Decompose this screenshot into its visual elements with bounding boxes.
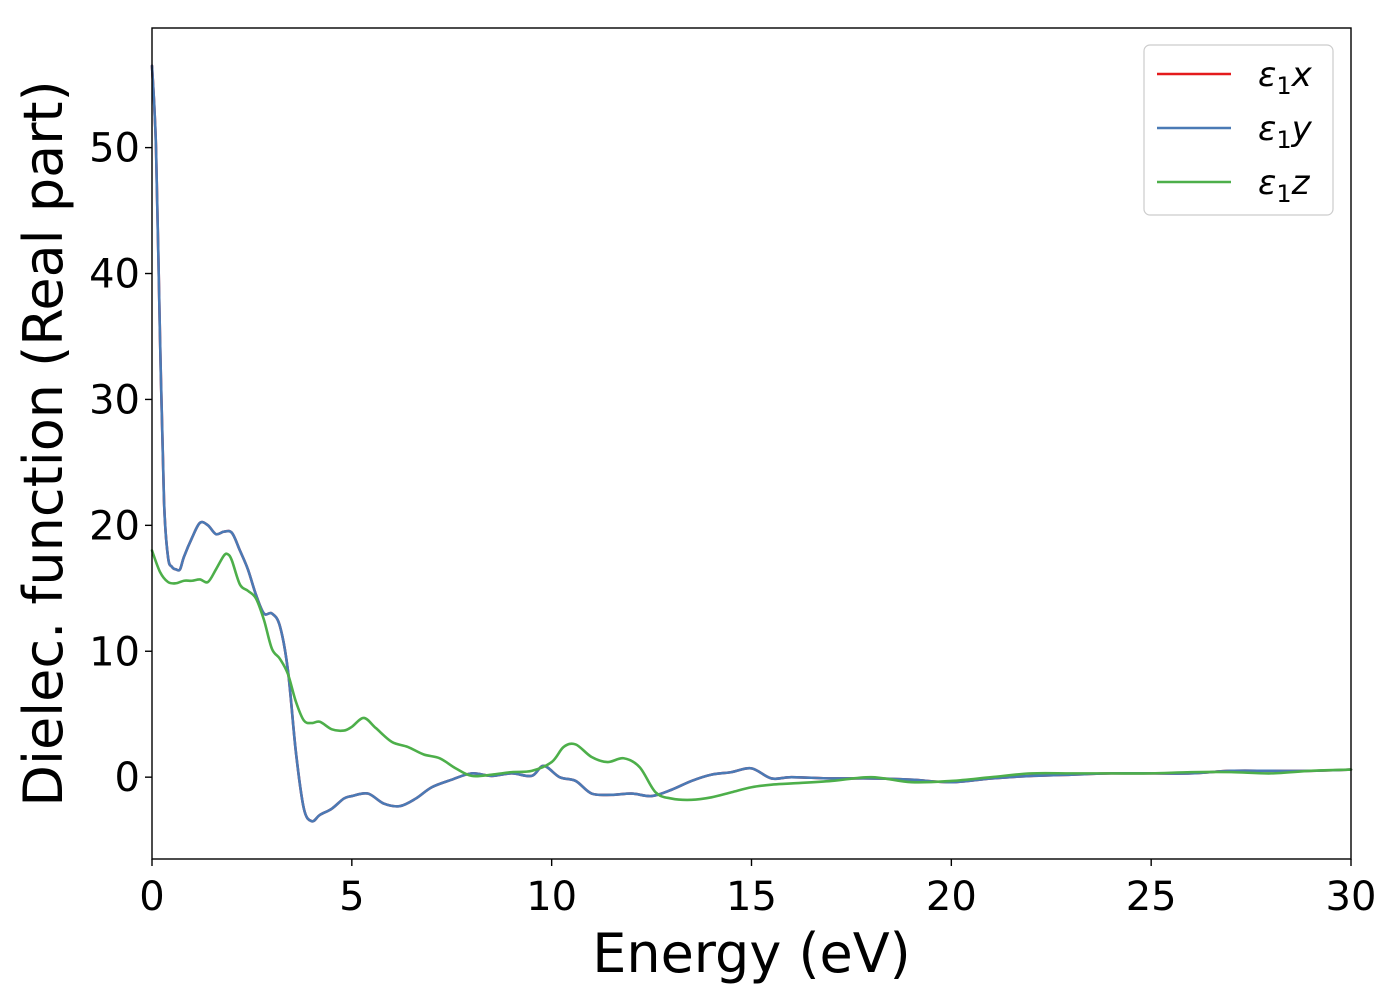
legend-label-y: ε1y	[1258, 109, 1313, 154]
legend: ε1x ε1y ε1z	[1143, 44, 1334, 216]
x-axis-ticks: 0 5 10 15 20 25 30	[139, 859, 1376, 920]
legend-label-z: ε1z	[1258, 163, 1311, 208]
x-axis-label: Energy (eV)	[592, 922, 911, 985]
legend-label-x: ε1x	[1258, 55, 1313, 100]
legend-entries: ε1x ε1y ε1z	[1157, 55, 1313, 208]
y-tick-label: 0	[115, 755, 140, 801]
x-tick-label: 5	[339, 874, 364, 920]
series-layer	[150, 64, 1353, 823]
series-line-z	[150, 549, 1353, 802]
y-axis-ticks: 0 10 20 30 40 50	[89, 126, 152, 801]
x-tick-label: 15	[726, 874, 777, 920]
x-tick-label: 25	[1126, 874, 1177, 920]
y-tick-label: 30	[89, 377, 140, 423]
y-tick-label: 20	[89, 503, 140, 549]
series-line-y	[150, 64, 1353, 823]
x-tick-label: 10	[526, 874, 577, 920]
x-tick-label: 30	[1326, 874, 1377, 920]
x-tick-label: 0	[139, 874, 164, 920]
y-axis-label: Dielec. function (Real part)	[12, 80, 75, 806]
x-tick-label: 20	[926, 874, 977, 920]
legend-box	[1143, 44, 1334, 216]
y-tick-label: 10	[89, 629, 140, 675]
y-tick-label: 50	[89, 126, 140, 172]
y-tick-label: 40	[89, 252, 140, 298]
